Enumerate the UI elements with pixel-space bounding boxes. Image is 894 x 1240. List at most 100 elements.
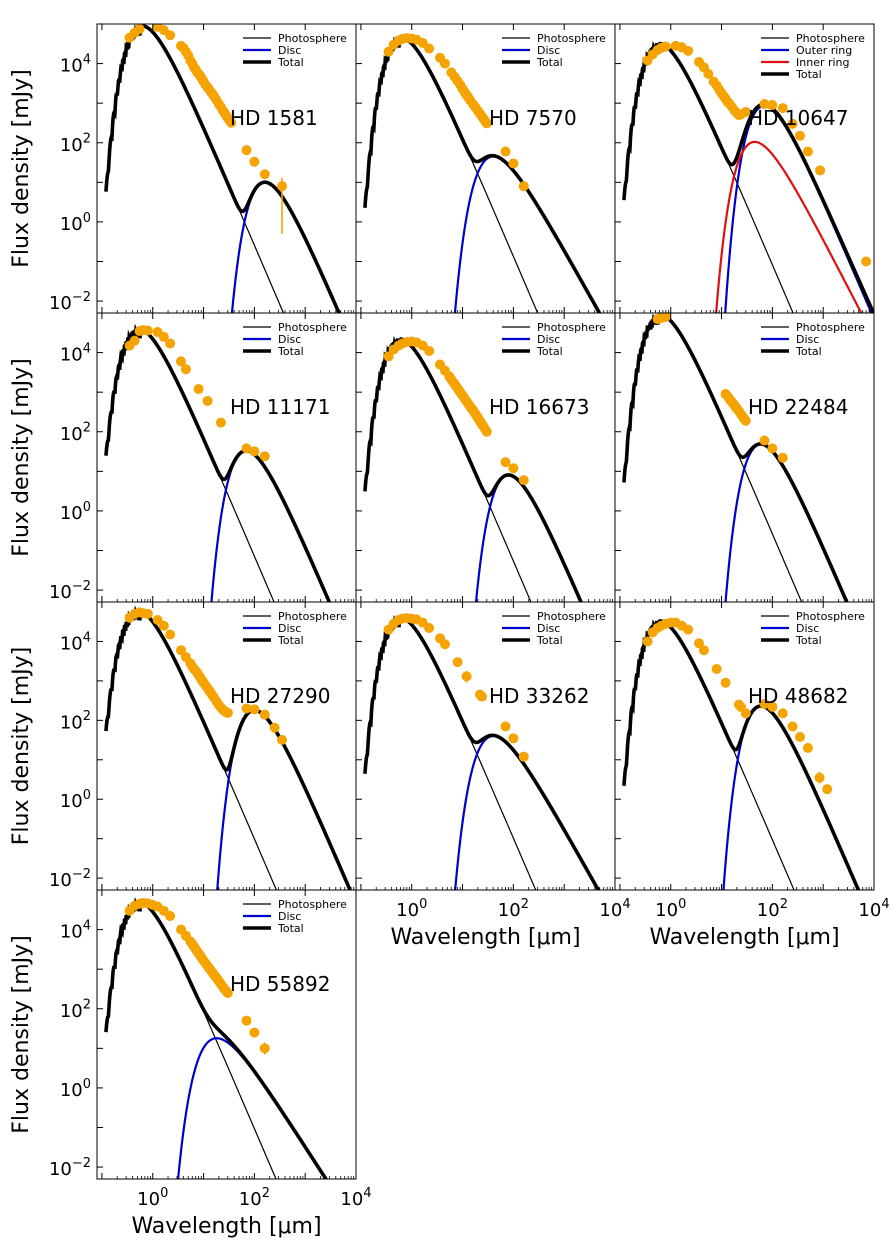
data-point — [759, 698, 770, 709]
data-point — [683, 624, 694, 635]
data-point — [802, 742, 813, 753]
plot-area — [104, 24, 341, 313]
data-point — [383, 46, 394, 57]
data-point — [222, 707, 233, 718]
y-tick-label: 10−2 — [49, 290, 91, 314]
plot-area — [104, 323, 332, 602]
x-tick-label: 104 — [340, 1186, 371, 1210]
data-point — [767, 701, 778, 712]
axes-frame — [614, 601, 875, 891]
legend-label: Inner ring — [796, 56, 850, 69]
x-tick-label-exp: 4 — [363, 1186, 371, 1201]
axis-ticks — [356, 312, 616, 602]
data-point — [249, 704, 260, 715]
x-tick-label-exp: 2 — [262, 1186, 270, 1201]
x-tick-label-base: 10 — [757, 900, 780, 921]
data-point — [815, 165, 826, 176]
y-tick-label: 10−2 — [49, 867, 91, 891]
data-point — [383, 351, 394, 362]
star-name: HD 7570 — [489, 106, 577, 130]
legend-label: Disc — [278, 333, 301, 346]
legend-label: Disc — [796, 333, 819, 346]
y-tick-label-exp: 0 — [83, 1077, 91, 1092]
x-tick-label: 100 — [655, 897, 686, 921]
data-point — [740, 708, 751, 719]
data-point — [861, 256, 872, 267]
y-tick-label-exp: −2 — [72, 867, 91, 882]
y-tick-label-base: 10 — [49, 582, 72, 603]
y-tick-label: 10−2 — [49, 579, 91, 603]
data-point — [787, 721, 798, 732]
data-point — [500, 721, 511, 732]
y-tick-label: 102 — [60, 998, 91, 1022]
star-name: HD 55892 — [230, 972, 330, 996]
data-point — [508, 158, 519, 169]
legend-label: Photosphere — [537, 610, 606, 623]
star-name: HD 1581 — [230, 106, 318, 130]
x-axis-label: Wavelength [μm] — [131, 1214, 321, 1239]
data-point — [176, 645, 187, 656]
data-point — [439, 639, 450, 650]
data-point — [241, 1015, 252, 1026]
axis-ticks — [615, 601, 875, 890]
data-point — [158, 331, 169, 342]
total-line — [104, 24, 341, 313]
y-tick-label: 104 — [60, 341, 91, 365]
data-point — [202, 395, 213, 406]
plot-area — [104, 605, 353, 890]
x-tick-labels: 100 102 104 — [396, 897, 630, 921]
y-tick-label-exp: 2 — [83, 132, 91, 147]
plot-area — [104, 897, 329, 1179]
data-point — [759, 99, 770, 110]
y-tick-label-base: 10 — [60, 712, 83, 733]
x-tick-label: 102 — [239, 1186, 270, 1210]
data-point — [193, 384, 204, 395]
data-point — [476, 691, 487, 702]
data-point — [259, 451, 270, 462]
legend-label: Disc — [278, 622, 301, 635]
y-tick-label-base: 10 — [49, 870, 72, 891]
x-tick-label-exp: 0 — [419, 897, 427, 912]
data-point — [683, 45, 694, 56]
y-tick-label-base: 10 — [60, 424, 83, 445]
legend-label: Photosphere — [537, 321, 606, 334]
data-point — [500, 457, 511, 468]
y-tick-label-base: 10 — [60, 791, 83, 812]
x-tick-label: 102 — [498, 897, 529, 921]
y-axis-label: Flux density [mJy] — [9, 647, 34, 845]
y-tick-label: 104 — [60, 918, 91, 942]
y-axis-label: Flux density [mJy] — [9, 358, 34, 556]
x-tick-label: 100 — [137, 1186, 168, 1210]
data-point — [452, 657, 463, 668]
data-point — [424, 43, 435, 54]
y-tick-label-exp: 2 — [83, 421, 91, 436]
data-point — [518, 475, 529, 486]
data-point — [222, 988, 233, 998]
y-tick-label-exp: 4 — [83, 918, 91, 933]
x-tick-label: 100 — [396, 897, 427, 921]
data-point — [158, 620, 169, 631]
plot-area — [622, 617, 861, 890]
y-tick-label-base: 10 — [49, 1159, 72, 1180]
data-point — [518, 751, 529, 762]
data-point — [176, 356, 187, 367]
y-tick-label-exp: 0 — [83, 500, 91, 515]
data-point — [129, 335, 140, 346]
y-tick-label-base: 10 — [60, 1080, 83, 1101]
x-tick-labels: 100 102 104 — [655, 897, 889, 921]
x-tick-labels: 100 102 104 — [137, 1186, 371, 1210]
data-point — [226, 117, 237, 128]
y-tick-label-exp: 4 — [83, 630, 91, 645]
data-point — [795, 130, 806, 141]
data-point — [461, 671, 472, 682]
